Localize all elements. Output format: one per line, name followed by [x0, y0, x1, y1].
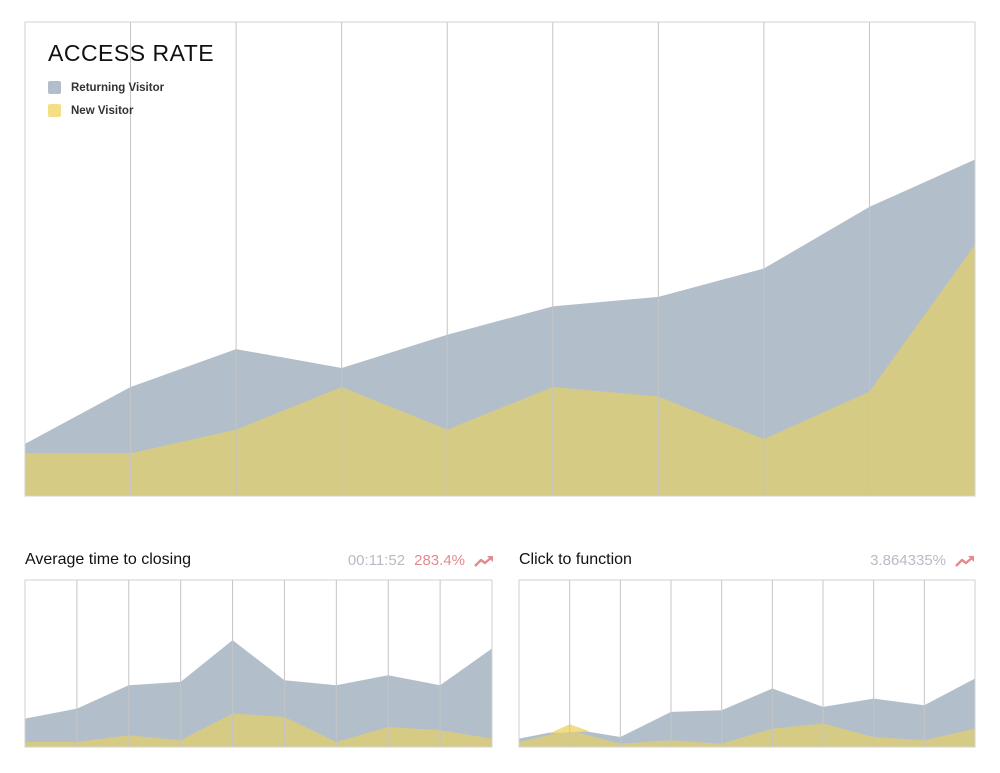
new-swatch-icon: [48, 104, 61, 117]
click-function-frame: [518, 579, 976, 748]
legend-item-returning[interactable]: Returning Visitor: [48, 76, 164, 99]
avg-time-percent: 283.4%: [414, 552, 465, 569]
avg-time-metrics: 00:11:52 283.4%: [348, 552, 494, 569]
avg-time-title: Average time to closing: [25, 551, 192, 568]
legend-item-new[interactable]: New Visitor: [48, 99, 164, 122]
avg-time-value: 00:11:52: [347, 552, 406, 569]
trend-up-icon: [955, 555, 974, 567]
click-function-returning-area: [519, 678, 975, 747]
click-function-metrics: 3.864335%: [870, 552, 975, 569]
access-rate-new-area: [25, 244, 975, 496]
avg-time-frame: [24, 579, 493, 748]
page-title: ACCESS RATE: [48, 40, 215, 66]
avg-time-returning-area: [25, 640, 492, 747]
access-rate-returning-area: [25, 159, 975, 496]
legend: Returning Visitor New Visitor: [48, 76, 164, 122]
legend-label-returning: Returning Visitor: [71, 81, 165, 94]
avg-time-new-area: [25, 713, 492, 747]
click-function-value: 3.864335%: [870, 552, 946, 569]
returning-swatch-icon: [48, 81, 61, 94]
click-function-title: Click to function: [519, 551, 632, 568]
click-function-new-area: [519, 723, 975, 747]
avg-time-chart: [24, 579, 493, 748]
legend-label-new: New Visitor: [71, 104, 134, 117]
access-rate-frame: [24, 21, 976, 497]
trend-up-icon: [474, 555, 493, 567]
click-function-chart: [518, 579, 976, 748]
access-rate-chart: [24, 21, 976, 497]
